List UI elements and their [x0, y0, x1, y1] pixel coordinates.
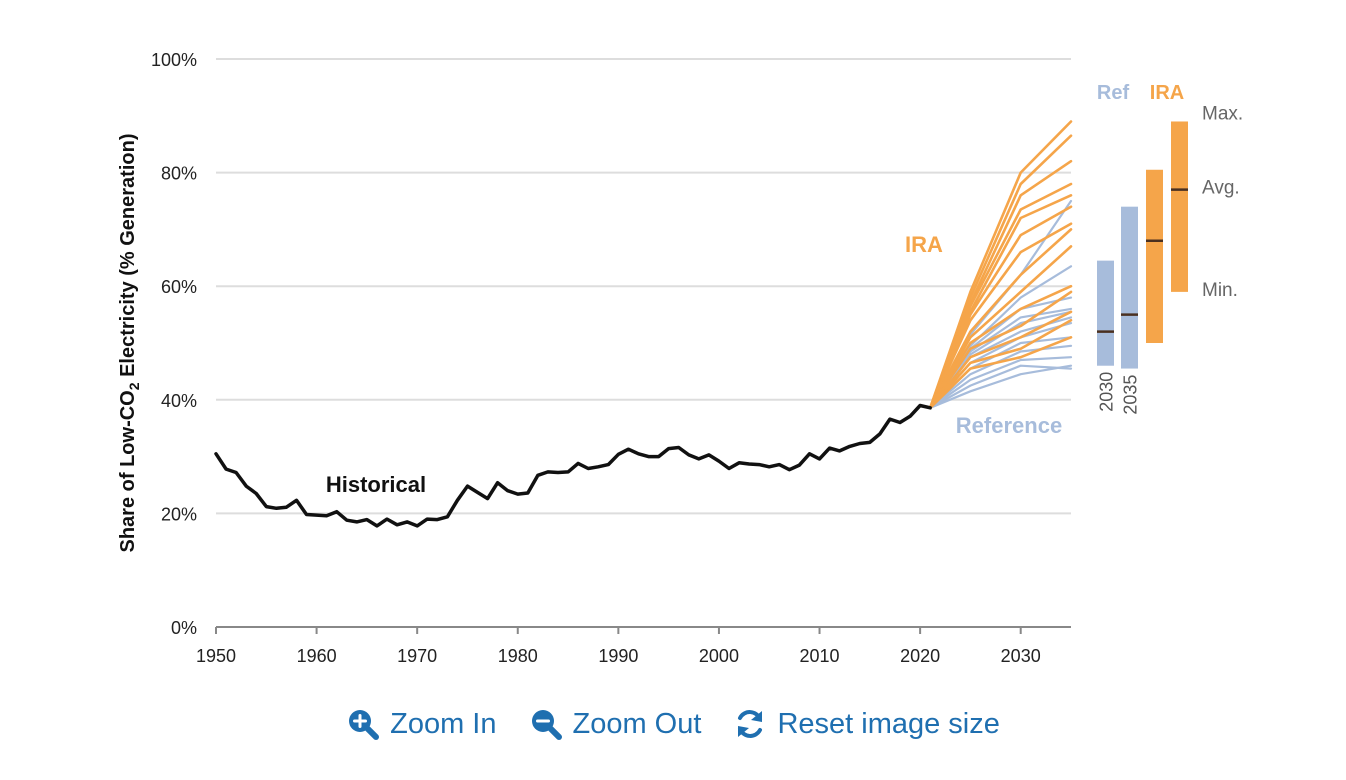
ira-line	[928, 228, 1073, 410]
range-bar-ref-2030	[1097, 260, 1114, 366]
zoom-out-button[interactable]: Zoom Out	[529, 707, 702, 741]
y-tick-label: 80%	[161, 164, 197, 184]
reference-line	[929, 356, 1073, 409]
summary-range-bars: 2030 2035 Ref IRA Max. Avg. Min.	[1097, 82, 1244, 415]
ira-line	[928, 290, 1073, 410]
ira-label: IRA	[905, 232, 943, 257]
reference-line	[929, 364, 1073, 409]
reset-size-button[interactable]: Reset image size	[733, 707, 1000, 741]
stat-label-min: Min.	[1202, 280, 1238, 301]
ira-series	[928, 120, 1073, 410]
historical-label: Historical	[326, 472, 426, 497]
ira-line	[928, 310, 1073, 410]
x-tick-label: 1970	[397, 646, 437, 666]
ira-line	[928, 222, 1073, 410]
y-tick-label: 20%	[161, 504, 197, 524]
ira-line	[928, 318, 1073, 410]
image-toolbar: Zoom In Zoom Out Reset image size	[0, 698, 1346, 750]
range-bar-ref-2035	[1121, 206, 1138, 369]
chart: 0% 20% 40% 60% 80% 100% 1950 1960 1970 1980 1990 2…	[117, 50, 1244, 666]
y-tick-label: 0%	[171, 618, 197, 638]
x-tick-label: 1960	[297, 646, 337, 666]
x-tick-label: 1990	[598, 646, 638, 666]
refresh-icon	[738, 710, 763, 738]
historical-line	[214, 403, 932, 528]
y-tick-label: 100%	[151, 50, 197, 70]
y-tick-label: 40%	[161, 391, 197, 411]
range-bar-ira-2035	[1171, 121, 1188, 292]
historical-series	[214, 403, 932, 528]
x-tick-label: 1980	[498, 646, 538, 666]
x-tick-label: 1950	[196, 646, 236, 666]
reference-label: Reference	[956, 413, 1062, 438]
axes: 1950 1960 1970 1980 1990 2000 2010 2020 2030	[196, 626, 1071, 666]
x-tick-label: 2010	[800, 646, 840, 666]
x-tick-label: 2030	[1001, 646, 1041, 666]
zoom-out-icon	[531, 710, 562, 740]
grid: 0% 20% 40% 60% 80% 100%	[151, 50, 1071, 638]
zoom-in-label: Zoom In	[390, 707, 497, 740]
ira-line	[928, 284, 1073, 410]
reference-line	[929, 364, 1073, 409]
ira-line	[928, 245, 1073, 410]
y-axis-label: Share of Low-CO2 Electricity (% Generati…	[117, 134, 142, 553]
stat-label-max: Max.	[1202, 103, 1243, 124]
year-label-2030: 2030	[1097, 372, 1117, 412]
group-label-ref: Ref	[1097, 82, 1130, 104]
y-tick-label: 60%	[161, 277, 197, 297]
year-label-2035: 2035	[1121, 375, 1141, 415]
reset-size-label: Reset image size	[777, 707, 1000, 740]
stat-label-avg: Avg.	[1202, 178, 1240, 199]
zoom-in-button[interactable]: Zoom In	[346, 707, 497, 741]
zoom-in-icon	[349, 710, 380, 740]
x-tick-label: 2000	[699, 646, 739, 666]
zoom-out-label: Zoom Out	[572, 707, 702, 740]
ira-line	[928, 335, 1073, 410]
x-tick-label: 2020	[900, 646, 940, 666]
group-label-ira: IRA	[1150, 82, 1184, 104]
range-bar-ira-2030	[1146, 169, 1163, 343]
